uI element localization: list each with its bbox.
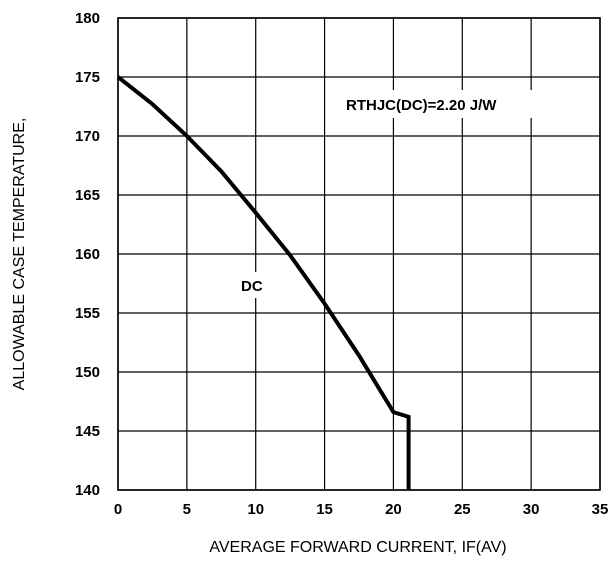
x-tick-label: 10 — [247, 501, 264, 518]
series-dc-line — [116, 75, 411, 490]
x-tick-label: 25 — [454, 501, 471, 518]
y-tick-label: 165 — [75, 187, 100, 204]
x-tick-label: 0 — [114, 501, 122, 518]
x-tick-label: 30 — [523, 501, 540, 518]
x-tick-labels: 0 5 10 15 20 25 30 35 — [114, 501, 609, 518]
y-tick-label: 150 — [75, 364, 100, 381]
y-tick-label: 180 — [75, 10, 100, 27]
annotation-rth-background — [342, 90, 568, 118]
y-tick-labels: 140 145 150 155 160 165 170 175 180 — [75, 10, 100, 499]
x-tick-label: 15 — [316, 501, 333, 518]
x-tick-label: 5 — [183, 501, 191, 518]
x-axis-title: AVERAGE FORWARD CURRENT, IF(AV) — [209, 539, 506, 556]
y-tick-label: 140 — [75, 482, 100, 499]
annotation-rth: RTHJC(DC)=2.20 J/W — [346, 97, 497, 114]
plot-frame — [117, 17, 601, 491]
annotation-dc-background — [238, 272, 274, 298]
y-tick-label: 175 — [75, 69, 100, 86]
x-tick-label: 20 — [385, 501, 402, 518]
y-tick-label: 145 — [75, 423, 100, 440]
y-tick-label: 155 — [75, 305, 100, 322]
annotation-dc: DC — [241, 278, 263, 295]
y-tick-label: 160 — [75, 246, 100, 263]
y-tick-label: 170 — [75, 128, 100, 145]
y-axis-title: ALLOWABLE CASE TEMPERATURE, — [11, 118, 28, 391]
x-tick-label: 35 — [592, 501, 609, 518]
